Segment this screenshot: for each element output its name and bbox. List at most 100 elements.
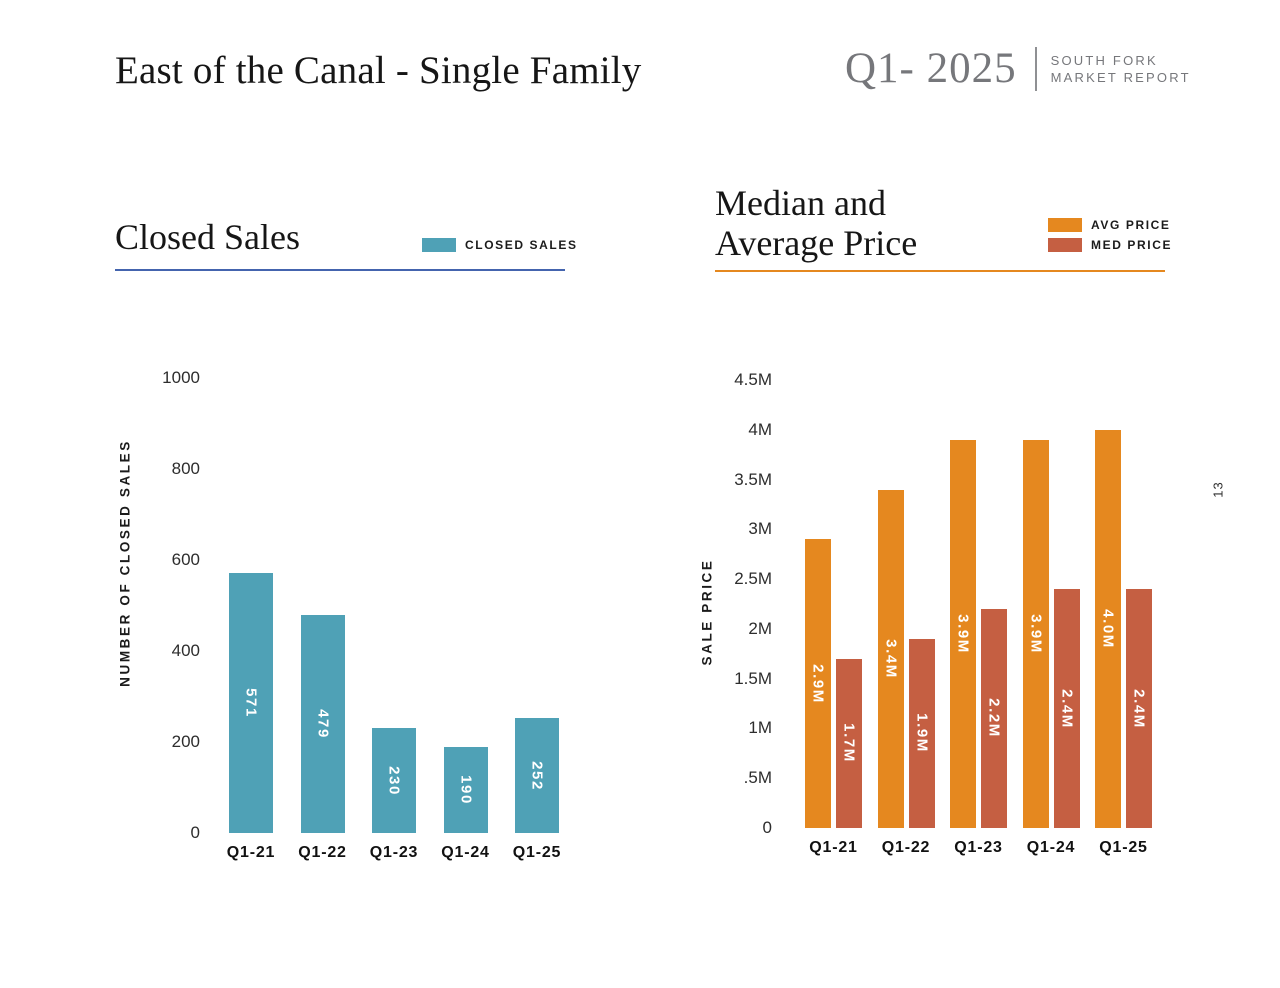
- median-average-price-chart: Median and Average Price AVG PRICE MED P…: [695, 180, 1195, 885]
- bar-med-price: 2.4M: [1126, 589, 1152, 828]
- bar-med-price: 1.9M: [908, 638, 935, 828]
- y-tick-label: 800: [171, 459, 200, 478]
- bar-avg-price: 3.9M: [950, 439, 976, 828]
- bars-row: 2.9M 1.7M Q1-21 3.4M 1.9M Q1-22 3.9M 2.2M Q1-23 3…: [805, 380, 1152, 856]
- category-label: Q1-25: [512, 844, 562, 861]
- y-tick-label: 0: [190, 823, 200, 842]
- bar-value-label: 2.9M: [809, 663, 827, 704]
- bar-med-price: 2.4M: [1053, 589, 1080, 828]
- bar-value-label: 4.0M: [1099, 609, 1117, 649]
- bar-value-label: 1.9M: [913, 713, 930, 754]
- bar-group: 252 Q1-25: [513, 378, 560, 861]
- bar-group: 190 Q1-24: [441, 378, 489, 861]
- y-tick-label: 4.5M: [734, 370, 772, 389]
- bar-value-label: 2.4M: [1130, 688, 1148, 729]
- category-label: Q1-21: [226, 844, 276, 861]
- bar-closed-sales: 479: [300, 615, 345, 833]
- legend-label: AVG PRICE: [1091, 218, 1171, 232]
- bar-value-label: 230: [385, 765, 403, 796]
- bar-value-label: 190: [457, 774, 474, 805]
- bar-group: 3.9M 2.2M Q1-23: [950, 380, 1007, 856]
- y-tick-label: 4M: [748, 419, 772, 439]
- legend-label: CLOSED SALES: [465, 238, 578, 252]
- brand-line-2: MARKET REPORT: [1050, 69, 1191, 85]
- y-tick-label: 0: [762, 818, 772, 837]
- chart-title: Closed Sales: [115, 217, 300, 257]
- bar-group: 3.9M 2.4M Q1-24: [1022, 380, 1080, 856]
- legend-item: MED PRICE: [1048, 238, 1172, 252]
- category-label: Q1-24: [1026, 839, 1076, 856]
- y-tick-label: 1M: [748, 718, 772, 738]
- bar-group: 3.4M 1.9M Q1-22: [877, 380, 935, 856]
- bar-closed-sales: 571: [229, 573, 273, 833]
- avg-price-swatch-icon: [1048, 218, 1082, 232]
- bar-avg-price: 4.0M: [1095, 429, 1121, 828]
- y-axis-label: SALE PRICE: [699, 558, 715, 666]
- category-label: Q1-23: [954, 839, 1003, 856]
- category-label: Q1-25: [1099, 839, 1148, 856]
- y-tick-label: 2.5M: [734, 569, 772, 589]
- brand-line-1: SOUTH FORK: [1050, 52, 1158, 68]
- y-tick-label: 2M: [748, 618, 772, 638]
- bar-value-label: 2.2M: [985, 698, 1003, 739]
- bar-group: 2.9M 1.7M Q1-21: [805, 380, 862, 856]
- category-label: Q1-23: [369, 844, 419, 861]
- bar-avg-price: 3.9M: [1022, 439, 1049, 828]
- brand-block: SOUTH FORK MARKET REPORT: [1051, 52, 1191, 86]
- bar-value-label: 479: [314, 709, 331, 739]
- category-label: Q1-24: [441, 844, 490, 861]
- closed-sales-chart: Closed Sales CLOSED SALES NUMBER OF CLOS…: [115, 185, 578, 885]
- y-tick-label: 3.5M: [734, 469, 772, 489]
- legend: CLOSED SALES: [422, 238, 578, 252]
- chart-title-line-2: Average Price: [715, 223, 918, 263]
- quarter-label: Q1- 2025: [845, 45, 1017, 92]
- bar-avg-price: 2.9M: [805, 539, 831, 828]
- header-right: Q1- 2025 SOUTH FORK MARKET REPORT: [845, 44, 1191, 93]
- category-label: Q1-22: [298, 844, 347, 861]
- bar-med-price: 2.2M: [981, 608, 1007, 828]
- bars-row: 571 Q1-21 479 Q1-22 230 Q1-23 190 Q1-24 252 Q1-25: [227, 378, 560, 861]
- chart-title: Median and Average Price: [715, 183, 917, 263]
- legend: AVG PRICE MED PRICE: [1048, 218, 1172, 252]
- bar-value-label: 3.9M: [954, 613, 972, 654]
- y-axis-label: NUMBER OF CLOSED SALES: [117, 439, 133, 687]
- category-label: Q1-22: [881, 839, 931, 856]
- y-tick-label: 1000: [162, 368, 200, 387]
- bar-group: 571 Q1-21: [227, 378, 274, 861]
- bar-value-label: 3.9M: [1027, 613, 1044, 654]
- plot-area: 0 .5M 1M 1.5M 2M 2.5M 3M 3.5M 4M 4.5M 2.9M 1.7M Q1-2…: [734, 370, 1152, 856]
- bar-closed-sales: 230: [372, 728, 416, 833]
- bar-value-label: 2.4M: [1058, 688, 1075, 729]
- bar-value-label: 3.4M: [882, 638, 899, 679]
- y-tick-label: 3M: [748, 519, 772, 539]
- page-title: East of the Canal - Single Family: [115, 49, 642, 92]
- chart-title-line-1: Median and: [715, 183, 886, 223]
- y-tick-label: 200: [171, 732, 200, 751]
- legend-label: MED PRICE: [1091, 238, 1173, 252]
- bar-avg-price: 3.4M: [877, 489, 904, 828]
- plot-area: 0 200 400 600 800 1000 571 Q1-21 479 Q1-22 230 Q1-2…: [162, 368, 560, 861]
- y-tick-label: 400: [171, 641, 200, 660]
- header-divider: [1034, 46, 1037, 91]
- closed-sales-swatch-icon: [422, 238, 456, 252]
- page-number: 13: [1210, 481, 1226, 498]
- category-label: Q1-21: [809, 839, 858, 856]
- bar-med-price: 1.7M: [836, 658, 862, 828]
- bar-closed-sales: 252: [515, 718, 559, 833]
- y-tick-label: .5M: [743, 768, 772, 788]
- y-tick-label: 1.5M: [734, 668, 772, 688]
- bar-value-label: 252: [528, 760, 546, 791]
- y-tick-label: 600: [171, 550, 200, 569]
- title-rule: [115, 269, 565, 271]
- legend-item: AVG PRICE: [1048, 218, 1172, 232]
- legend-item: CLOSED SALES: [422, 238, 578, 252]
- bar-value-label: 571: [242, 688, 260, 719]
- bar-value-label: 1.7M: [840, 723, 858, 764]
- bar-group: 4.0M 2.4M Q1-25: [1095, 380, 1152, 856]
- bar-closed-sales: 190: [443, 746, 488, 833]
- bar-group: 479 Q1-22: [298, 378, 346, 861]
- title-rule: [715, 270, 1165, 272]
- med-price-swatch-icon: [1048, 238, 1082, 252]
- bar-group: 230 Q1-23: [370, 378, 417, 861]
